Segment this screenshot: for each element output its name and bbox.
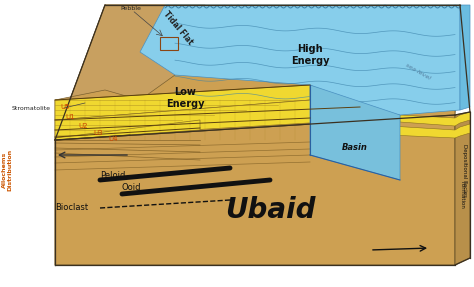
Text: Ubaid: Ubaid	[225, 196, 315, 224]
Text: High
Energy: High Energy	[291, 44, 329, 66]
Text: sea level: sea level	[405, 63, 431, 81]
Bar	[160, 37, 178, 50]
Polygon shape	[310, 85, 400, 180]
Text: U1: U1	[65, 114, 74, 120]
Polygon shape	[400, 112, 470, 126]
Polygon shape	[390, 124, 470, 138]
Polygon shape	[55, 5, 210, 140]
Text: Tidal Flat: Tidal Flat	[162, 9, 194, 46]
Text: U4: U4	[108, 136, 118, 142]
Text: Stromatolite: Stromatolite	[12, 106, 51, 110]
Text: Low
Energy: Low Energy	[166, 87, 204, 109]
Text: Ooid: Ooid	[122, 183, 142, 193]
Text: U3: U3	[93, 130, 103, 136]
Polygon shape	[55, 115, 455, 265]
Text: Basin: Basin	[342, 144, 368, 152]
Polygon shape	[55, 120, 200, 140]
Polygon shape	[55, 85, 310, 120]
Text: Bioclast: Bioclast	[55, 203, 88, 212]
Polygon shape	[55, 100, 360, 138]
Text: Allochems
Distribution: Allochems Distribution	[1, 149, 12, 191]
Text: U2: U2	[78, 123, 88, 129]
Text: Peloid: Peloid	[100, 170, 126, 179]
Text: Pebble: Pebble	[120, 5, 141, 11]
Polygon shape	[55, 5, 460, 140]
Text: Depositional Facies: Depositional Facies	[463, 144, 467, 197]
Text: U5: U5	[60, 104, 70, 110]
Polygon shape	[460, 5, 470, 110]
Polygon shape	[455, 112, 470, 265]
Polygon shape	[140, 5, 460, 115]
Text: Formation: Formation	[459, 181, 465, 209]
